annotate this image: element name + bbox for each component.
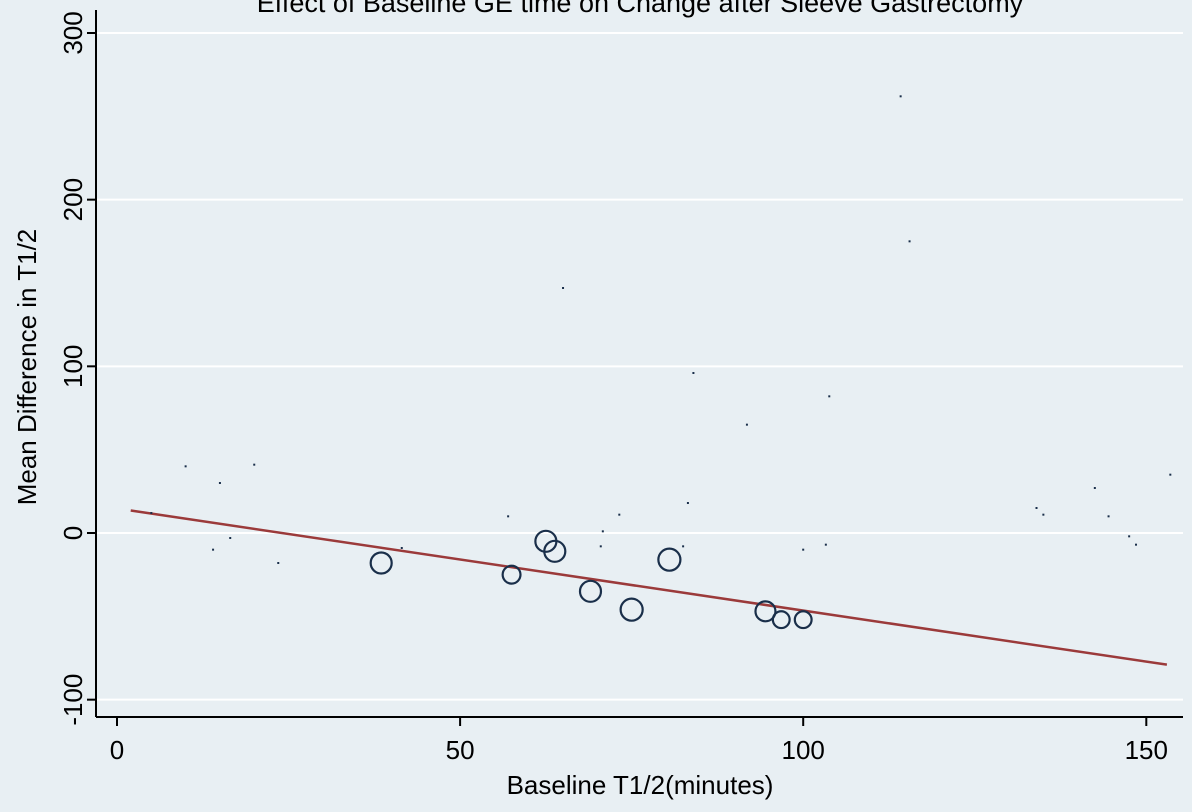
y-tick-label: 300 <box>58 11 88 54</box>
data-point-circle <box>754 600 777 623</box>
data-point-circle <box>543 539 567 563</box>
data-point-dot <box>218 481 221 484</box>
data-point-circle <box>793 610 813 630</box>
data-point-dot <box>277 562 280 565</box>
data-point-dot <box>1035 506 1038 509</box>
data-point-dot <box>1093 486 1096 489</box>
data-point-dot <box>908 240 911 243</box>
data-point-dot <box>229 537 232 540</box>
data-point-dot <box>599 545 602 548</box>
data-point-dot <box>601 530 604 533</box>
data-point-dot <box>253 463 256 466</box>
data-point-dot <box>1107 515 1110 518</box>
y-tick-label: -100 <box>58 674 88 726</box>
data-point-dot <box>824 543 827 546</box>
x-tick-label: 50 <box>446 735 475 765</box>
data-point-dot <box>899 95 902 98</box>
data-point-circle <box>369 551 393 575</box>
data-point-dot <box>212 548 215 551</box>
data-point-dot <box>400 547 403 550</box>
x-tick-label: 0 <box>110 735 124 765</box>
fit-line-group <box>130 509 1168 666</box>
data-point-dot <box>184 465 187 468</box>
data-point-dot <box>1128 535 1131 538</box>
data-point-circle <box>619 597 644 622</box>
data-point-dot <box>682 545 685 548</box>
data-point-dot <box>150 511 153 514</box>
data-point-dot <box>1135 543 1138 546</box>
y-tick-label: 0 <box>58 526 88 540</box>
fit-line <box>130 509 1168 666</box>
data-point-dot <box>1169 473 1172 476</box>
data-point-dot <box>1042 513 1045 516</box>
x-axis-title: Baseline T1/2(minutes) <box>507 770 774 800</box>
data-point-dot <box>692 371 695 374</box>
data-point-circle <box>578 579 603 603</box>
data-point-dot <box>745 423 748 426</box>
data-point-dot <box>802 548 805 551</box>
chart-title: Effect of Baseline GE time on Change aft… <box>257 0 1024 18</box>
data-points <box>150 95 1172 630</box>
y-axis-title: Mean Difference in T1/2 <box>12 229 42 506</box>
data-point-dot <box>686 501 689 504</box>
data-point-circle <box>771 610 791 630</box>
data-point-dot <box>562 286 565 289</box>
axes: -100 0 100 200 300 0 50 100 150 <box>58 10 1183 765</box>
x-tick-label: 150 <box>1125 735 1168 765</box>
y-tick-label: 200 <box>58 178 88 221</box>
data-point-circle <box>501 564 522 585</box>
y-tick-label: 100 <box>58 345 88 388</box>
data-point-circle <box>657 547 682 572</box>
data-point-dot <box>828 395 831 398</box>
x-tick-label: 100 <box>782 735 825 765</box>
data-point-dot <box>507 515 510 518</box>
data-point-dot <box>618 513 621 516</box>
